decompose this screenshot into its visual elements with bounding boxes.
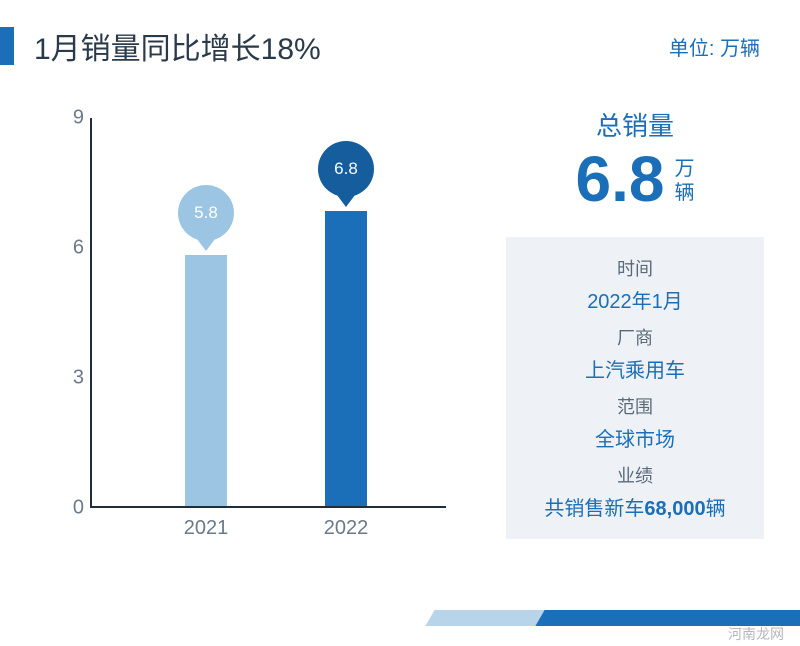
watermark: 河南龙网 <box>728 624 784 644</box>
y-tick-label: 3 <box>56 367 84 390</box>
bubble-tail <box>337 195 355 207</box>
info-value: 共销售新车68,000辆 <box>516 492 754 521</box>
unit-label: 单位: 万辆 <box>669 32 760 61</box>
total-unit-top: 万 <box>674 157 694 181</box>
info-label: 厂商 <box>516 324 754 350</box>
info-value: 全球市场 <box>516 423 754 452</box>
info-label: 业绩 <box>516 462 754 488</box>
header-accent-bar <box>0 27 14 65</box>
info-label: 范围 <box>516 393 754 419</box>
y-tick-label: 9 <box>56 107 84 130</box>
page-title: 1月销量同比增长18% <box>34 24 669 68</box>
x-tick-label: 2021 <box>184 517 229 540</box>
y-tick-label: 6 <box>56 237 84 260</box>
info-value: 2022年1月 <box>516 285 754 314</box>
total-unit-bottom: 辆 <box>674 181 694 205</box>
y-tick-label: 0 <box>56 497 84 520</box>
y-axis <box>90 118 92 508</box>
value-bubble: 5.8 <box>178 185 234 241</box>
bubble-tail <box>197 239 215 251</box>
bar-chart: 0 3 6 9 5.8 2021 6.8 2022 <box>46 98 466 548</box>
total-sales-value: 6.8 万 辆 <box>506 147 764 211</box>
total-unit: 万 辆 <box>674 157 694 211</box>
value-bubble: 6.8 <box>318 141 374 197</box>
x-axis <box>90 506 446 508</box>
bar <box>325 211 367 506</box>
total-number: 6.8 <box>576 147 665 211</box>
info-panel: 时间 2022年1月厂商上汽乘用车范围全球市场业绩共销售新车68,000辆 <box>506 237 764 539</box>
info-value: 上汽乘用车 <box>516 354 754 383</box>
total-sales-label: 总销量 <box>506 106 764 143</box>
bar <box>185 255 227 506</box>
x-tick-label: 2022 <box>324 517 369 540</box>
info-label: 时间 <box>516 255 754 281</box>
